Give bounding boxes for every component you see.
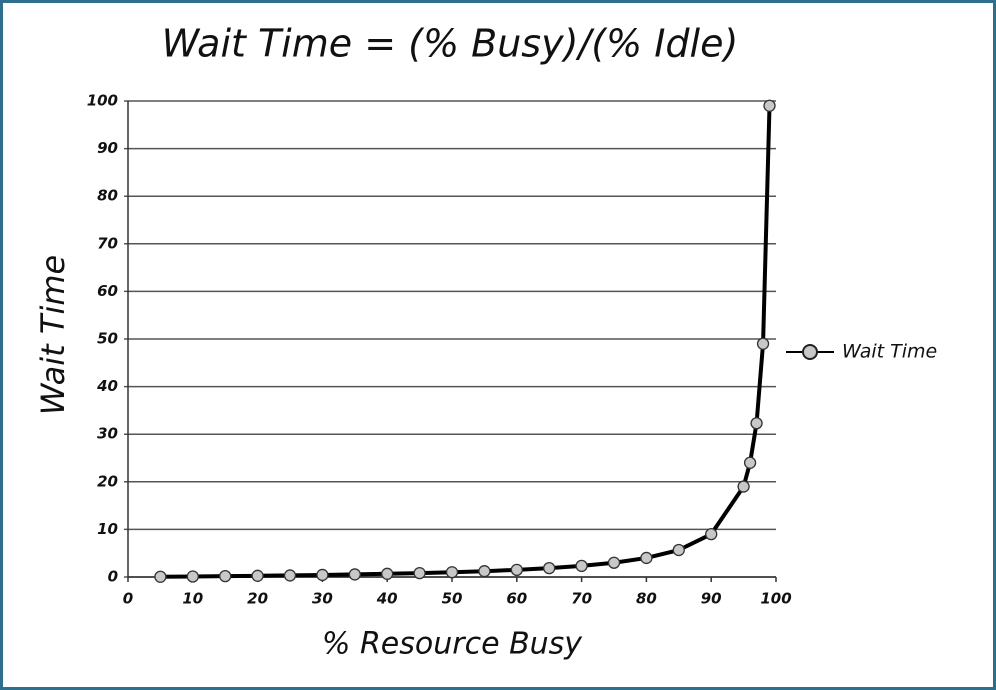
y-tick-label: 60 (97, 282, 118, 300)
y-tick-label: 30 (97, 425, 118, 443)
data-point (575, 559, 588, 573)
data-point (672, 543, 685, 557)
chart-title: Wait Time = (% Busy)/(% Idle) (162, 22, 739, 66)
y-tick-label: 100 (87, 92, 118, 110)
data-point (219, 569, 232, 583)
y-tick-label: 40 (96, 377, 118, 395)
y-tick-label: 10 (97, 520, 118, 538)
x-tick-label: 70 (571, 590, 592, 608)
data-point (154, 570, 167, 583)
y-tick-label: 0 (108, 568, 118, 586)
legend-marker (802, 344, 818, 360)
x-tick-label: 60 (506, 590, 527, 608)
data-point (413, 566, 426, 580)
data-point (743, 456, 757, 469)
y-tick-label: 50 (97, 330, 118, 348)
data-point (283, 569, 297, 582)
data-point (445, 566, 459, 579)
data-point (737, 480, 750, 493)
data-point (478, 565, 491, 578)
x-tick-label: 100 (760, 590, 791, 608)
data-point (510, 563, 523, 577)
x-tick-label: 80 (636, 590, 657, 608)
data-point (640, 551, 653, 565)
x-tick-label: 10 (182, 590, 203, 608)
data-point (381, 567, 394, 580)
y-tick-label: 80 (97, 187, 118, 205)
x-tick-label: 30 (312, 590, 333, 608)
data-point (607, 556, 621, 569)
data-point (705, 528, 718, 541)
data-point (348, 568, 361, 581)
y-tick-label: 90 (97, 139, 118, 157)
legend-label: Wait Time (842, 341, 937, 363)
x-tick-label: 50 (442, 590, 463, 608)
data-point (316, 568, 329, 582)
x-tick-label: 40 (376, 590, 398, 608)
data-point (251, 569, 264, 582)
y-tick-label: 20 (97, 472, 118, 490)
y-axis-label: Wait Time (34, 255, 72, 415)
data-point (756, 337, 770, 350)
x-axis-label: % Resource Busy (322, 627, 583, 662)
data-point (543, 561, 556, 575)
x-tick-label: 90 (701, 590, 722, 608)
x-tick-label: 0 (123, 590, 133, 608)
data-point (186, 570, 199, 583)
x-tick-label: 20 (247, 590, 268, 608)
y-tick-label: 70 (97, 234, 118, 252)
data-point (763, 99, 776, 112)
data-point (750, 417, 763, 430)
